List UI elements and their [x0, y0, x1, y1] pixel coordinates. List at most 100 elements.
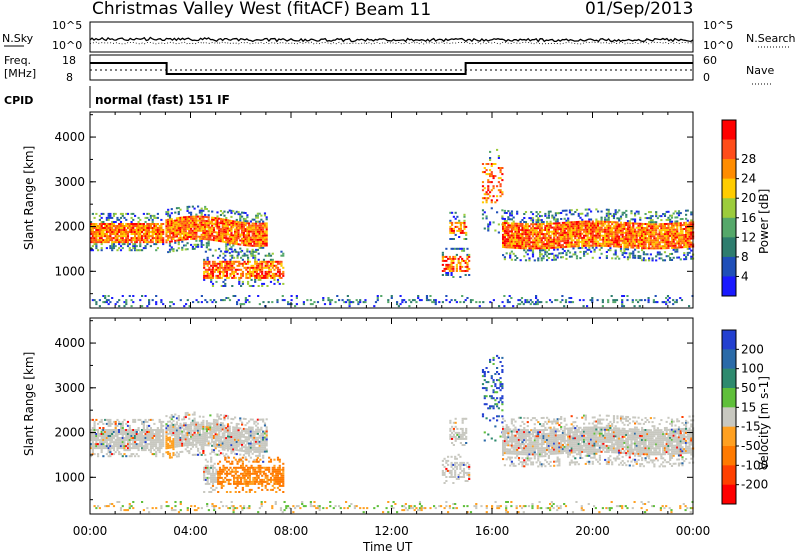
heatmap-cell — [114, 239, 117, 242]
heatmap-cell — [524, 233, 528, 236]
heatmap-cell — [237, 211, 240, 214]
heatmap-cell — [198, 429, 201, 432]
heatmap-cell — [524, 225, 528, 228]
heatmap-cell — [563, 221, 566, 224]
heatmap-cell — [151, 237, 154, 240]
heatmap-cell — [667, 226, 670, 229]
heatmap-cell — [635, 246, 638, 249]
heatmap-cell — [167, 237, 170, 239]
heatmap-cell — [561, 209, 564, 212]
heatmap-cell — [151, 429, 154, 431]
heatmap-cell — [676, 234, 679, 237]
heatmap-cell — [598, 236, 601, 239]
heatmap-cell — [235, 224, 238, 227]
heatmap-cell — [91, 233, 94, 235]
heatmap-cell — [114, 245, 117, 248]
heatmap-cell — [179, 422, 182, 425]
heatmap-cell — [526, 241, 529, 244]
heatmap-cell — [102, 427, 105, 429]
heatmap-cell — [572, 239, 575, 242]
heatmap-cell — [214, 235, 217, 238]
heatmap-cell — [604, 230, 607, 233]
heatmap-cell — [528, 237, 531, 240]
heatmap-cell — [567, 217, 570, 220]
heatmap-cell — [214, 301, 218, 304]
heatmap-cell — [249, 220, 252, 223]
heatmap-cell — [184, 222, 187, 225]
heatmap-cell — [151, 227, 154, 229]
heatmap-cell — [238, 276, 241, 279]
heatmap-cell — [449, 231, 452, 234]
heatmap-cell — [168, 452, 172, 455]
heatmap-cell — [537, 223, 540, 226]
heatmap-cell — [641, 249, 644, 252]
heatmap-cell — [225, 264, 229, 267]
heatmap-cell — [91, 431, 94, 433]
heatmap-cell — [141, 235, 144, 238]
heatmap-cell — [564, 301, 568, 304]
heatmap-cell — [276, 262, 280, 265]
heatmap-cell — [266, 272, 269, 275]
heatmap-cell — [464, 259, 467, 262]
heatmap-cell — [100, 441, 103, 444]
heatmap-cell — [309, 303, 312, 306]
heatmap-cell — [574, 241, 577, 244]
heatmap-cell — [583, 252, 586, 255]
heatmap-cell — [167, 251, 170, 254]
heatmap-cell — [466, 297, 469, 299]
heatmap-cell — [266, 260, 269, 263]
heatmap-cell — [665, 231, 668, 233]
heatmap-cell — [598, 220, 601, 223]
heatmap-cell — [560, 238, 563, 241]
heatmap-cell — [651, 219, 654, 222]
heatmap-cell — [505, 246, 508, 249]
heatmap-cell — [170, 208, 173, 211]
heatmap-cell — [531, 217, 535, 220]
heatmap-cell — [98, 231, 101, 233]
heatmap-cell — [262, 236, 265, 239]
heatmap-cell — [574, 235, 577, 238]
heatmap-cell — [183, 220, 186, 223]
heatmap-cell — [554, 230, 557, 233]
heatmap-cell — [235, 233, 238, 235]
heatmap-cell — [119, 441, 123, 444]
heatmap-cell — [450, 274, 453, 276]
heatmap-cell — [656, 235, 659, 238]
heatmap-cell — [685, 241, 688, 244]
heatmap-cell — [191, 223, 194, 226]
heatmap-cell — [184, 216, 187, 219]
heatmap-cell — [228, 241, 231, 244]
heatmap-cell — [553, 244, 556, 247]
heatmap-cell — [677, 246, 681, 249]
heatmap-cell — [231, 264, 234, 267]
heatmap-cell — [246, 238, 249, 241]
heatmap-cell — [230, 215, 233, 218]
heatmap-cell — [612, 301, 615, 304]
heatmap-cell — [646, 217, 649, 220]
heatmap-cell — [132, 447, 135, 450]
heatmap-cell — [614, 213, 617, 216]
heatmap-cell — [626, 222, 630, 225]
heatmap-cell — [674, 216, 677, 219]
heatmap-cell — [118, 305, 121, 308]
heatmap-cell — [662, 237, 665, 240]
heatmap-cell — [256, 226, 259, 229]
heatmap-cell — [653, 245, 656, 248]
heatmap-cell — [195, 221, 198, 224]
heatmap-cell — [516, 222, 519, 225]
heatmap-cell — [521, 233, 524, 236]
heatmap-cell — [204, 434, 207, 436]
heatmap-cell — [516, 228, 519, 231]
heatmap-cell — [190, 211, 193, 214]
heatmap-cell — [551, 252, 554, 255]
heatmap-cell — [644, 233, 647, 236]
heatmap-cell — [661, 301, 664, 304]
heatmap-cell — [542, 247, 545, 250]
heatmap-cell — [241, 215, 244, 218]
heatmap-cell — [268, 272, 271, 275]
heatmap-cell — [556, 224, 559, 227]
heatmap-cell — [267, 301, 270, 304]
heatmap-cell — [567, 239, 570, 242]
heatmap-cell — [111, 229, 114, 231]
heatmap-cell — [160, 218, 163, 221]
